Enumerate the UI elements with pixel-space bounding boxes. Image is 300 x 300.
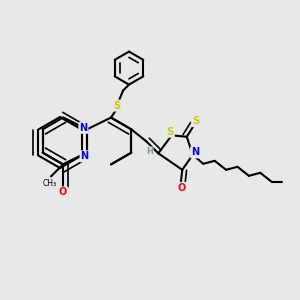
Text: N: N bbox=[80, 151, 89, 161]
Text: N: N bbox=[79, 123, 88, 133]
Text: S: S bbox=[113, 100, 121, 111]
Text: H: H bbox=[146, 147, 153, 156]
Text: S: S bbox=[192, 116, 199, 126]
Text: CH₃: CH₃ bbox=[42, 179, 57, 188]
Text: S: S bbox=[167, 127, 174, 137]
Text: N: N bbox=[191, 147, 199, 158]
Text: O: O bbox=[177, 183, 185, 193]
Text: O: O bbox=[59, 187, 67, 197]
